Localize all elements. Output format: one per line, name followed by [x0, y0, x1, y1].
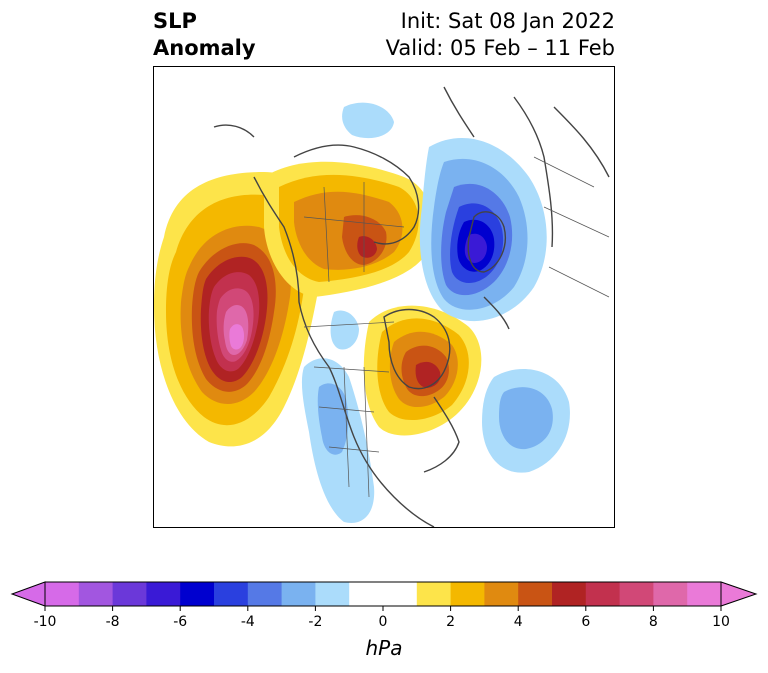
- map-title: SLP Anomaly: [153, 8, 256, 62]
- title-type: Anomaly: [153, 36, 256, 60]
- valid-range: Valid: 05 Feb – 11 Feb: [385, 36, 615, 60]
- colorbar-tick-label: 6: [581, 614, 591, 630]
- colorbar-tick-label: -10: [33, 614, 57, 630]
- colorbar-extend-low: [10, 581, 46, 607]
- init-date: Init: Sat 08 Jan 2022: [400, 9, 615, 33]
- colorbar-tick-label: 8: [648, 614, 658, 630]
- colorbar-swatch: [619, 582, 654, 606]
- colorbar-tick-label: 2: [446, 614, 456, 630]
- map-dates: Init: Sat 08 Jan 2022 Valid: 05 Feb – 11…: [386, 8, 615, 62]
- colorbar: [10, 581, 758, 611]
- colorbar-swatch: [315, 582, 350, 606]
- colorbar-tick-label: 4: [513, 614, 523, 630]
- canada-positive-anomaly: [363, 305, 482, 436]
- colorbar-swatch: [416, 582, 452, 606]
- colorbar-swatch: [214, 582, 249, 606]
- colorbar-swatch: [281, 582, 316, 606]
- us-negative-anomaly: [301, 310, 375, 523]
- colorbar-swatch: [687, 582, 722, 606]
- political-borders: [303, 156, 610, 498]
- colorbar-swatch: [247, 582, 283, 606]
- colorbar-swatch: [45, 582, 80, 606]
- colorbar-tick-label: 10: [712, 614, 730, 630]
- bering-negative-anomaly: [342, 102, 394, 139]
- colorbar-swatch: [180, 582, 215, 606]
- arctic-positive-anomaly: [264, 161, 433, 297]
- colorbar-swatch: [653, 582, 688, 606]
- colorbar-tick-label: -6: [173, 614, 188, 630]
- atlantic-negative-anomaly: [482, 369, 570, 473]
- colorbar-swatch: [112, 582, 147, 606]
- colorbar-swatch: [585, 582, 621, 606]
- colorbar-tick-label: 0: [378, 614, 388, 630]
- europe-negative-anomaly: [419, 138, 547, 322]
- colorbar-tick-label: -4: [240, 614, 255, 630]
- colorbar-swatch: [349, 582, 384, 606]
- colorbar-swatch: [484, 582, 519, 606]
- colorbar-extend-high: [720, 581, 758, 607]
- colorbar-tick-label: -2: [308, 614, 323, 630]
- colorbar-tick-label: -8: [105, 614, 120, 630]
- title-variable: SLP: [153, 9, 197, 33]
- map-canvas: [154, 86, 610, 527]
- colorbar-unit-label: hPa: [365, 636, 403, 660]
- colorbar-swatch: [78, 582, 114, 606]
- colorbar-swatch: [450, 582, 485, 606]
- colorbar-swatch: [518, 582, 553, 606]
- anomaly-map: [153, 66, 615, 528]
- colorbar-swatch: [383, 582, 418, 606]
- coastlines: [213, 86, 610, 527]
- colorbar-swatch: [146, 582, 181, 606]
- colorbar-swatch: [552, 582, 587, 606]
